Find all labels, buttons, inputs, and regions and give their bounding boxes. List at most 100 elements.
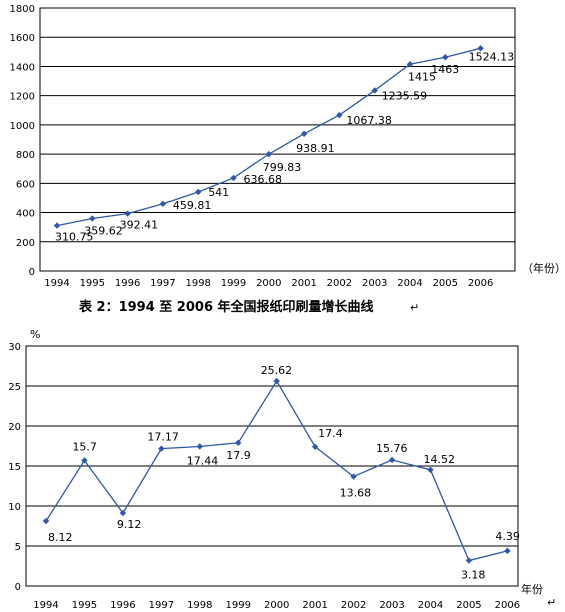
c2-y-tick-label: 30 (8, 342, 21, 353)
c2-data-point (235, 439, 242, 446)
c1-data-label: 1235.59 (382, 89, 428, 102)
chart1-x-ticks: 1994 1995 1996 1997 1998 1999 2000 2001 2002 2003… (44, 278, 493, 289)
c1-data-label: 636.68 (244, 173, 283, 186)
chart2-x-axis-title: 年份 (521, 582, 543, 596)
c2-x-tick-label: 1998 (187, 600, 212, 611)
c1-x-tick-label: 2001 (291, 278, 316, 289)
c2-x-tick-label: 1997 (149, 600, 174, 611)
c1-data-label: 938.91 (296, 142, 335, 155)
chart1-y-ticks: 0 200 400 600 800 1000 1200 1400 1600 1800 (10, 4, 35, 278)
c2-data-label: 3.18 (461, 569, 486, 582)
c2-y-tick-label: 25 (8, 382, 21, 393)
c1-data-point (371, 87, 378, 94)
chart2-data-labels: 8.12 15.7 9.12 17.17 17.44 17.9 25.62 17.4 13.68… (48, 364, 520, 582)
c1-y-tick-label: 800 (16, 150, 35, 161)
c2-x-tick-label: 1995 (72, 600, 97, 611)
c1-x-tick-label: 1994 (44, 278, 69, 289)
c2-data-label: 13.68 (340, 487, 372, 500)
c1-data-point (336, 111, 343, 119)
c1-data-label: 541 (208, 186, 229, 199)
c1-y-tick-label: 1000 (10, 121, 35, 132)
c2-y-tick-label: 20 (8, 422, 21, 433)
c1-y-tick-label: 200 (16, 238, 35, 249)
chart2: 0 5 10 15 20 25 30 1994 1995 1996 1997 1998 1999 200… (8, 328, 556, 611)
c2-x-tick-label: 2004 (418, 600, 443, 611)
c1-data-point (265, 150, 272, 158)
chart2-x-ticks: 1994 1995 1996 1997 1998 1999 2000 2001 2002 2003… (33, 600, 520, 611)
c2-data-label: 17.9 (226, 449, 251, 462)
c2-data-label: 15.7 (72, 440, 97, 453)
c1-data-point (230, 174, 237, 182)
c1-y-tick-label: 1600 (10, 33, 35, 44)
c2-data-point (350, 473, 357, 480)
c1-data-point (159, 200, 167, 208)
c2-data-label: 8.12 (48, 531, 73, 544)
c1-x-tick-label: 2004 (397, 278, 422, 289)
c2-data-point (81, 457, 88, 464)
c1-data-point (124, 210, 131, 217)
c1-data-point (406, 61, 414, 68)
c1-y-tick-label: 600 (16, 179, 35, 190)
c2-data-label: 9.12 (117, 518, 141, 531)
c1-data-label: 799.83 (263, 161, 302, 174)
c2-data-point (273, 377, 280, 385)
c2-data-label: 4.39 (495, 530, 520, 543)
c2-data-point (158, 445, 165, 452)
c1-data-label: 459.81 (173, 199, 212, 212)
c1-data-point (195, 188, 202, 196)
c2-data-point (388, 456, 396, 464)
c2-data-point (119, 509, 127, 517)
c1-y-tick-label: 1400 (10, 62, 35, 73)
c1-x-tick-label: 2000 (256, 278, 281, 289)
c1-data-point (300, 130, 308, 138)
c1-data-label: 392.41 (120, 219, 159, 232)
c1-data-label: 1463 (431, 63, 459, 76)
c2-data-point (504, 547, 511, 555)
c1-data-point (53, 222, 61, 229)
c2-x-tick-label: 1999 (226, 600, 251, 611)
chart2-series (42, 377, 511, 564)
chart1-plot-area (39, 7, 516, 272)
c2-x-tick-label: 2005 (456, 600, 481, 611)
c1-x-tick-label: 1997 (150, 278, 175, 289)
c2-data-label: 17.17 (147, 431, 179, 444)
c1-y-tick-label: 0 (29, 267, 35, 278)
c1-x-tick-label: 1999 (221, 278, 246, 289)
c1-data-label: 359.62 (84, 224, 123, 237)
c1-x-tick-label: 1995 (80, 278, 105, 289)
c1-x-tick-label: 2006 (468, 278, 493, 289)
c2-data-label: 25.62 (261, 364, 293, 377)
c2-y-tick-label: 15 (8, 462, 21, 473)
c2-data-label: 15.76 (376, 442, 408, 455)
c2-x-tick-label: 2003 (379, 600, 404, 611)
c1-x-tick-label: 1996 (115, 278, 140, 289)
c2-data-label: 14.52 (424, 453, 456, 466)
c1-data-label: 1524.13 (469, 50, 514, 63)
c2-x-tick-label: 2000 (264, 600, 289, 611)
chart2-return-mark: ↵ (547, 596, 556, 609)
c2-x-tick-label: 2002 (341, 600, 366, 611)
c1-data-label: 310.75 (55, 231, 94, 244)
c2-y-tick-label: 0 (15, 582, 21, 593)
c2-data-label: 17.4 (318, 427, 343, 440)
c1-data-point (477, 45, 484, 52)
c1-x-tick-label: 2005 (433, 278, 458, 289)
chart2-gridlines (26, 385, 518, 547)
c1-y-tick-label: 1200 (10, 92, 35, 103)
c1-data-label: 1067.38 (346, 114, 392, 127)
chart1-series (53, 45, 484, 229)
c1-data-point (442, 54, 449, 61)
c1-y-tick-label: 400 (16, 209, 35, 220)
c2-data-label: 17.44 (187, 454, 219, 467)
c1-data-label: 1415 (408, 70, 436, 83)
c1-x-tick-label: 2002 (327, 278, 352, 289)
c2-data-point (311, 443, 319, 450)
chart2-y-ticks: 0 5 10 15 20 25 30 (8, 342, 21, 593)
caption: 表 2：1994 至 2006 年全国报纸印刷量增长曲线 ↵ (78, 299, 419, 315)
c2-data-point (42, 517, 50, 525)
chart1-gridlines (40, 36, 515, 243)
c2-data-point (465, 557, 473, 564)
c2-x-tick-label: 2001 (302, 600, 327, 611)
c1-x-tick-label: 2003 (362, 278, 387, 289)
